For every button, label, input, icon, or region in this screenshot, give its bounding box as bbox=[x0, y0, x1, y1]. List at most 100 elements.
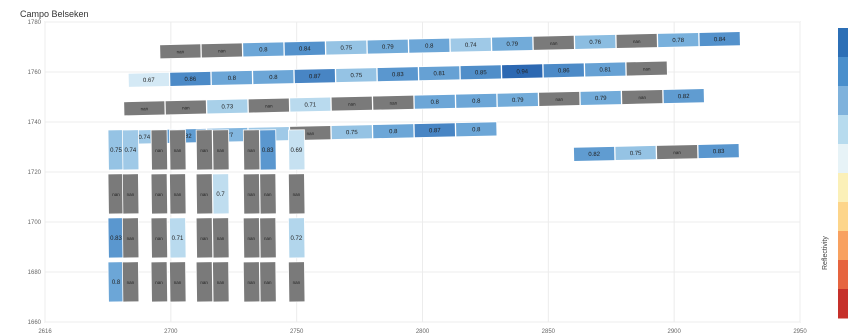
cell-label: nan bbox=[633, 39, 641, 44]
x-tick-label: 2900 bbox=[667, 329, 681, 335]
cell-label: 0.79 bbox=[382, 44, 394, 50]
cell-label: nan bbox=[293, 192, 301, 197]
y-tick-label: 1680 bbox=[28, 270, 42, 276]
cell-label: nan bbox=[174, 148, 182, 153]
heatmap-cell bbox=[330, 95, 373, 112]
heatmap-cell bbox=[579, 90, 622, 106]
cell-label: 0.86 bbox=[184, 77, 196, 83]
heatmap-cell bbox=[206, 98, 249, 115]
strip-row: 0.67 0.86 0.8 0.8 0.87 0.75 0.83 0.81 0.85 0.94 0.… bbox=[127, 60, 668, 88]
heatmap-cell bbox=[455, 92, 498, 109]
cell-label: 0.72 bbox=[291, 236, 303, 242]
heatmap-cell bbox=[625, 60, 668, 77]
colorbar-segment bbox=[838, 115, 848, 145]
cell-label: 0.79 bbox=[512, 98, 524, 104]
heatmap-cell bbox=[293, 68, 336, 84]
cell-label: 0.8 bbox=[425, 44, 434, 50]
cell-label: nan bbox=[264, 280, 272, 285]
strip-row: 0.82 0.75 nan 0.83 bbox=[573, 143, 740, 162]
heatmap-cell bbox=[335, 67, 378, 83]
y-tick-label: 1660 bbox=[28, 320, 42, 326]
colorbar-segment bbox=[838, 173, 848, 203]
cell-label: nan bbox=[112, 192, 120, 197]
heatmap-cell bbox=[697, 143, 740, 159]
heatmap-cell bbox=[150, 173, 169, 215]
heatmap-cell bbox=[289, 96, 332, 113]
cell-label: nan bbox=[348, 102, 356, 107]
heatmap-cell bbox=[159, 43, 202, 60]
heatmap-cell bbox=[121, 173, 140, 215]
heatmap-cell bbox=[150, 217, 169, 259]
cell-label: nan bbox=[155, 280, 163, 285]
y-tick-label: 1780 bbox=[28, 20, 42, 26]
heatmap-cell bbox=[283, 40, 326, 57]
heatmap-cell bbox=[532, 34, 575, 51]
heatmap-cell bbox=[496, 91, 539, 108]
cell-label: 0.87 bbox=[429, 128, 441, 134]
cell-label: 0.75 bbox=[110, 148, 122, 154]
cell-label: nan bbox=[174, 280, 182, 285]
heatmap-cell bbox=[376, 66, 419, 83]
cell-label: nan bbox=[177, 49, 185, 54]
cell-label: nan bbox=[390, 101, 398, 106]
colorbar-segment bbox=[838, 289, 848, 319]
cell-label: nan bbox=[248, 148, 256, 153]
heatmap-cell bbox=[242, 41, 285, 58]
strip-row: nan nan 0.8 0.84 0.75 0.79 0.8 0.74 0.79 nan 0.76 n… bbox=[159, 31, 741, 60]
cell-label: nan bbox=[550, 41, 558, 46]
cell-label: 0.78 bbox=[672, 38, 684, 44]
heatmap-cell bbox=[287, 129, 306, 171]
heatmap-cell bbox=[212, 129, 230, 171]
cell-label: 0.71 bbox=[304, 102, 316, 108]
cell-label: 0.8 bbox=[228, 76, 237, 82]
heatmap-cell bbox=[330, 124, 373, 140]
colorbar-segment bbox=[838, 57, 848, 87]
colorbar-segment bbox=[838, 28, 848, 58]
colorbar-segment bbox=[838, 260, 848, 290]
heatmap-cell bbox=[449, 36, 492, 53]
cell-label: 0.84 bbox=[299, 46, 311, 52]
heatmap-cell bbox=[418, 65, 461, 82]
cell-label: nan bbox=[200, 192, 208, 197]
heatmap-cell bbox=[614, 145, 657, 161]
heatmap-cell bbox=[408, 37, 451, 54]
cell-label: nan bbox=[155, 236, 163, 241]
cell-label: 0.75 bbox=[630, 151, 642, 157]
cell-label: 0.79 bbox=[506, 42, 518, 48]
cell-label: 0.8 bbox=[431, 100, 440, 106]
x-tick-label: 2950 bbox=[793, 329, 807, 335]
cell-label: 0.86 bbox=[558, 68, 570, 74]
colorbar-segment bbox=[838, 144, 848, 174]
cell-label: nan bbox=[293, 280, 301, 285]
heatmap-cell bbox=[121, 261, 140, 303]
cell-label: nan bbox=[127, 236, 135, 241]
colorbar-segment bbox=[838, 202, 848, 232]
cell-label: 0.74 bbox=[465, 43, 477, 49]
cell-label: nan bbox=[200, 236, 208, 241]
colorbar-segment bbox=[838, 231, 848, 261]
heatmap-cell bbox=[372, 94, 415, 111]
cell-label: nan bbox=[248, 280, 256, 285]
cell-label: 0.8 bbox=[269, 75, 278, 81]
cell-label: 0.75 bbox=[350, 73, 362, 79]
heatmap-cell bbox=[210, 70, 253, 86]
heatmap-cell bbox=[123, 100, 166, 117]
cell-label: nan bbox=[643, 66, 651, 71]
cell-label: nan bbox=[155, 148, 163, 153]
cell-label: 0.83 bbox=[713, 149, 725, 155]
heatmap-cell bbox=[169, 261, 187, 303]
heatmap-cell bbox=[459, 64, 502, 81]
y-tick-label: 1760 bbox=[28, 70, 42, 76]
heatmap-cell bbox=[501, 63, 544, 80]
x-tick-label: 2850 bbox=[542, 329, 556, 335]
heatmap-cell bbox=[491, 35, 534, 52]
cell-label: nan bbox=[127, 280, 135, 285]
cell-label: nan bbox=[217, 236, 225, 241]
heatmap-cell bbox=[656, 144, 699, 160]
x-tick-label: 2616 bbox=[38, 329, 52, 335]
cell-label: 0.83 bbox=[262, 148, 274, 154]
colorbar-segment bbox=[838, 86, 848, 116]
heatmap-cell bbox=[169, 71, 212, 87]
